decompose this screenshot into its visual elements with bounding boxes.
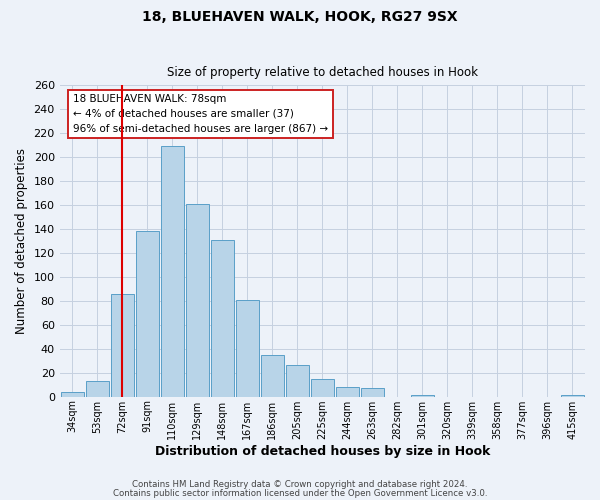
Bar: [161, 146, 184, 397]
Bar: [311, 378, 334, 396]
Text: 18 BLUEHAVEN WALK: 78sqm
← 4% of detached houses are smaller (37)
96% of semi-de: 18 BLUEHAVEN WALK: 78sqm ← 4% of detache…: [73, 94, 328, 134]
Bar: [110, 294, 134, 397]
Text: 18, BLUEHAVEN WALK, HOOK, RG27 9SX: 18, BLUEHAVEN WALK, HOOK, RG27 9SX: [142, 10, 458, 24]
Bar: [236, 300, 259, 396]
Bar: [361, 388, 384, 396]
Bar: [286, 366, 309, 396]
Text: Contains HM Land Registry data © Crown copyright and database right 2024.: Contains HM Land Registry data © Crown c…: [132, 480, 468, 489]
Text: Contains public sector information licensed under the Open Government Licence v3: Contains public sector information licen…: [113, 490, 487, 498]
Bar: [261, 354, 284, 397]
Bar: [86, 381, 109, 396]
Bar: [186, 204, 209, 396]
Bar: [336, 387, 359, 396]
X-axis label: Distribution of detached houses by size in Hook: Distribution of detached houses by size …: [155, 444, 490, 458]
Bar: [61, 392, 83, 396]
Bar: [136, 231, 159, 396]
Bar: [211, 240, 234, 396]
Y-axis label: Number of detached properties: Number of detached properties: [15, 148, 28, 334]
Title: Size of property relative to detached houses in Hook: Size of property relative to detached ho…: [167, 66, 478, 80]
